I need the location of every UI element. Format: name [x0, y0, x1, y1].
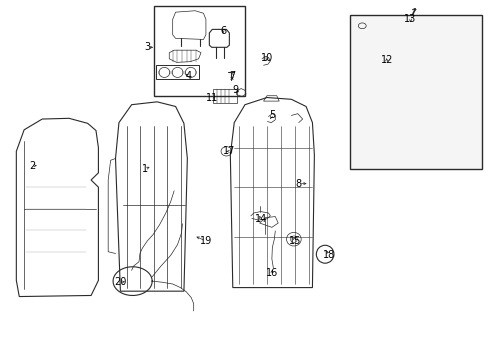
Bar: [156, 65, 199, 79]
Text: 3: 3: [144, 42, 150, 52]
Text: 12: 12: [381, 55, 393, 65]
Text: 18: 18: [323, 250, 335, 260]
Text: 15: 15: [289, 236, 301, 246]
Text: 20: 20: [114, 277, 126, 287]
Text: 14: 14: [254, 215, 267, 224]
Bar: [213, 89, 237, 103]
Text: 6: 6: [220, 26, 226, 36]
Text: 2: 2: [29, 161, 36, 171]
Text: 8: 8: [295, 179, 302, 189]
Text: 1: 1: [142, 164, 148, 174]
Text: 11: 11: [206, 93, 218, 103]
Text: 5: 5: [269, 111, 275, 121]
Polygon shape: [353, 19, 481, 166]
Text: 16: 16: [266, 268, 278, 278]
Bar: [350, 15, 482, 169]
Text: 17: 17: [223, 146, 236, 156]
Text: 19: 19: [200, 236, 212, 246]
Bar: [154, 6, 245, 96]
Text: 13: 13: [404, 14, 416, 24]
Text: 7: 7: [230, 71, 236, 81]
Text: 10: 10: [261, 53, 273, 63]
Text: 9: 9: [232, 85, 238, 95]
Text: 4: 4: [186, 71, 192, 81]
